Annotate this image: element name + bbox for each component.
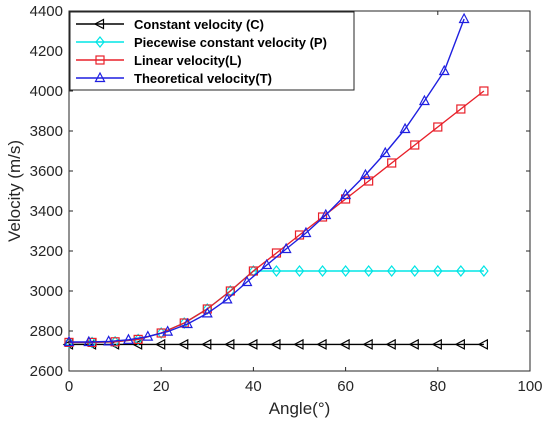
y-tick-label: 4200 [30, 43, 63, 60]
data-point [317, 212, 328, 222]
y-tick-label: 3200 [30, 243, 63, 260]
data-point [409, 265, 420, 277]
data-point [270, 338, 281, 350]
data-point [103, 335, 115, 346]
y-tick-label: 2800 [30, 323, 63, 340]
y-tick-label: 3800 [30, 123, 63, 140]
legend-entry: Linear velocity(L) [76, 53, 242, 68]
data-point [177, 338, 189, 350]
x-tick-label: 40 [245, 378, 262, 395]
data-point [63, 335, 75, 347]
data-point [454, 338, 465, 350]
legend-marker [95, 55, 105, 65]
x-tick-label: 80 [429, 378, 446, 395]
data-point [225, 286, 235, 296]
data-point [293, 338, 304, 350]
data-point [362, 338, 373, 350]
data-point [181, 317, 193, 329]
y-tick-label: 3400 [30, 203, 63, 220]
legend-label: Linear velocity(L) [134, 53, 242, 68]
y-tick-label: 3600 [30, 163, 63, 180]
data-point [408, 338, 419, 350]
legend-marker [94, 71, 106, 83]
data-point [122, 333, 134, 344]
data-point [418, 94, 430, 106]
data-point [248, 266, 258, 276]
y-tick-label: 2600 [30, 363, 63, 380]
data-point [221, 293, 233, 304]
data-point [280, 242, 292, 254]
data-point [320, 208, 332, 220]
series-layer [62, 12, 489, 350]
data-point [387, 158, 397, 168]
data-point [64, 336, 74, 349]
legend-marker [95, 36, 105, 48]
series-line [69, 18, 465, 343]
y-tick-label: 4400 [30, 3, 63, 20]
x-tick-label: 60 [337, 378, 354, 395]
data-point [294, 265, 305, 277]
data-point [87, 336, 97, 349]
data-point [131, 338, 143, 350]
legend-label: Piecewise constant velocity (P) [134, 35, 327, 50]
x-tick-label: 20 [153, 378, 170, 395]
data-point [340, 265, 351, 277]
data-point [399, 122, 411, 134]
legend-entry: Constant velocity (C) [76, 17, 264, 32]
data-point [316, 338, 327, 350]
data-point [379, 146, 391, 158]
data-point [224, 338, 235, 350]
data-point [477, 338, 488, 350]
data-point [438, 64, 450, 76]
data-point [433, 122, 443, 132]
data-point [142, 330, 154, 341]
legend-label: Theoretical velocity(T) [134, 71, 272, 86]
axis-ticks: 0 20 40 60 80 100 2600 2800 3000 3200 3400 3600 3800… [30, 3, 543, 395]
data-point [340, 188, 352, 200]
legend-marker [93, 18, 105, 30]
data-point [410, 140, 420, 150]
data-point [241, 275, 253, 287]
x-axis-label: Angle(°) [269, 399, 331, 418]
y-tick-label: 3000 [30, 283, 63, 300]
data-point [359, 168, 371, 180]
series-line [69, 90, 485, 344]
data-point [154, 338, 166, 350]
data-point [339, 338, 350, 350]
data-point [479, 86, 489, 96]
legend-entry: Piecewise constant velocity (P) [76, 35, 327, 50]
data-point [247, 338, 258, 350]
data-point [479, 265, 489, 277]
data-point [261, 258, 273, 270]
data-point [201, 307, 213, 318]
y-tick-label: 4000 [30, 83, 63, 100]
data-point [431, 338, 442, 350]
data-point [317, 265, 328, 277]
data-point [271, 265, 282, 277]
x-tick-label: 0 [65, 378, 73, 395]
data-point [456, 104, 466, 114]
data-point [456, 265, 466, 277]
data-point [458, 12, 470, 24]
legend: Constant velocity (C) Piecewise constant … [69, 11, 355, 91]
data-point [201, 338, 212, 350]
data-point [156, 328, 166, 338]
series-4 [63, 12, 470, 347]
data-point [386, 265, 397, 277]
y-axis-label: Velocity (m/s) [5, 140, 24, 242]
data-point [363, 265, 374, 277]
data-point [162, 325, 174, 336]
legend-label: Constant velocity (C) [134, 17, 264, 32]
data-point [83, 335, 95, 347]
legend-box [69, 11, 355, 91]
x-tick-label: 100 [517, 378, 542, 395]
data-point [385, 338, 396, 350]
data-point [433, 265, 443, 277]
legend-entry: Theoretical velocity(T) [76, 71, 272, 86]
data-point [300, 226, 312, 238]
